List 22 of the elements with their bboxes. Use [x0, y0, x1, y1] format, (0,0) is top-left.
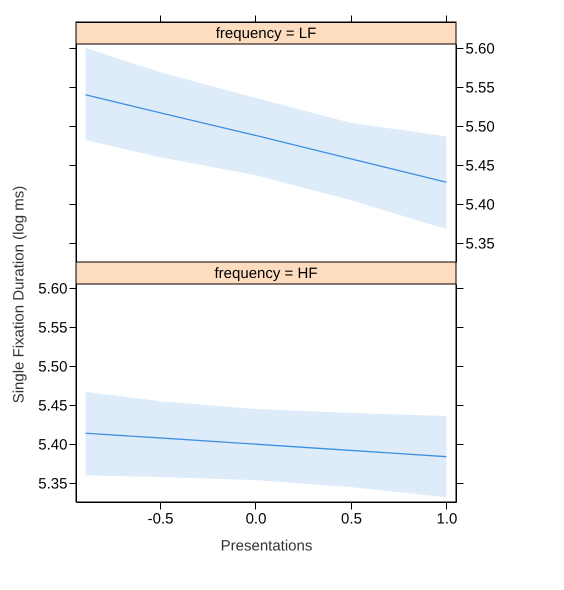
y-tick-label: 5.45 [466, 158, 495, 175]
y-tick-label: 5.50 [466, 118, 495, 136]
x-tick-label: 0.5 [341, 510, 362, 528]
y-tick-label: 5.55 [466, 79, 495, 96]
chart-title: frequency = LF [216, 25, 316, 42]
x-axis-title: Presentations [220, 538, 312, 554]
x-tick-label: 0.0 [246, 510, 266, 528]
x-tick-label: -0.5 [148, 510, 174, 528]
y-tick-label: 5.45 [38, 398, 68, 415]
line-series [84, 432, 448, 458]
y-tick-label: 5.60 [466, 40, 495, 58]
y-tick-label: 5.35 [38, 476, 68, 493]
y-tick-label: 5.60 [38, 280, 68, 298]
y-tick-label: 5.55 [38, 319, 68, 336]
y-tick-label: 5.40 [466, 196, 495, 214]
chart-title: frequency = HF [214, 265, 318, 282]
y-tick-label: 5.50 [38, 358, 68, 376]
y-tick-label: 5.35 [466, 236, 495, 253]
x-tick-label: 1.0 [436, 510, 458, 528]
y-tick-label: 5.40 [38, 436, 68, 454]
line-series [84, 94, 448, 183]
y-axis-title: Single Fixation Duration (log ms) [10, 186, 28, 404]
